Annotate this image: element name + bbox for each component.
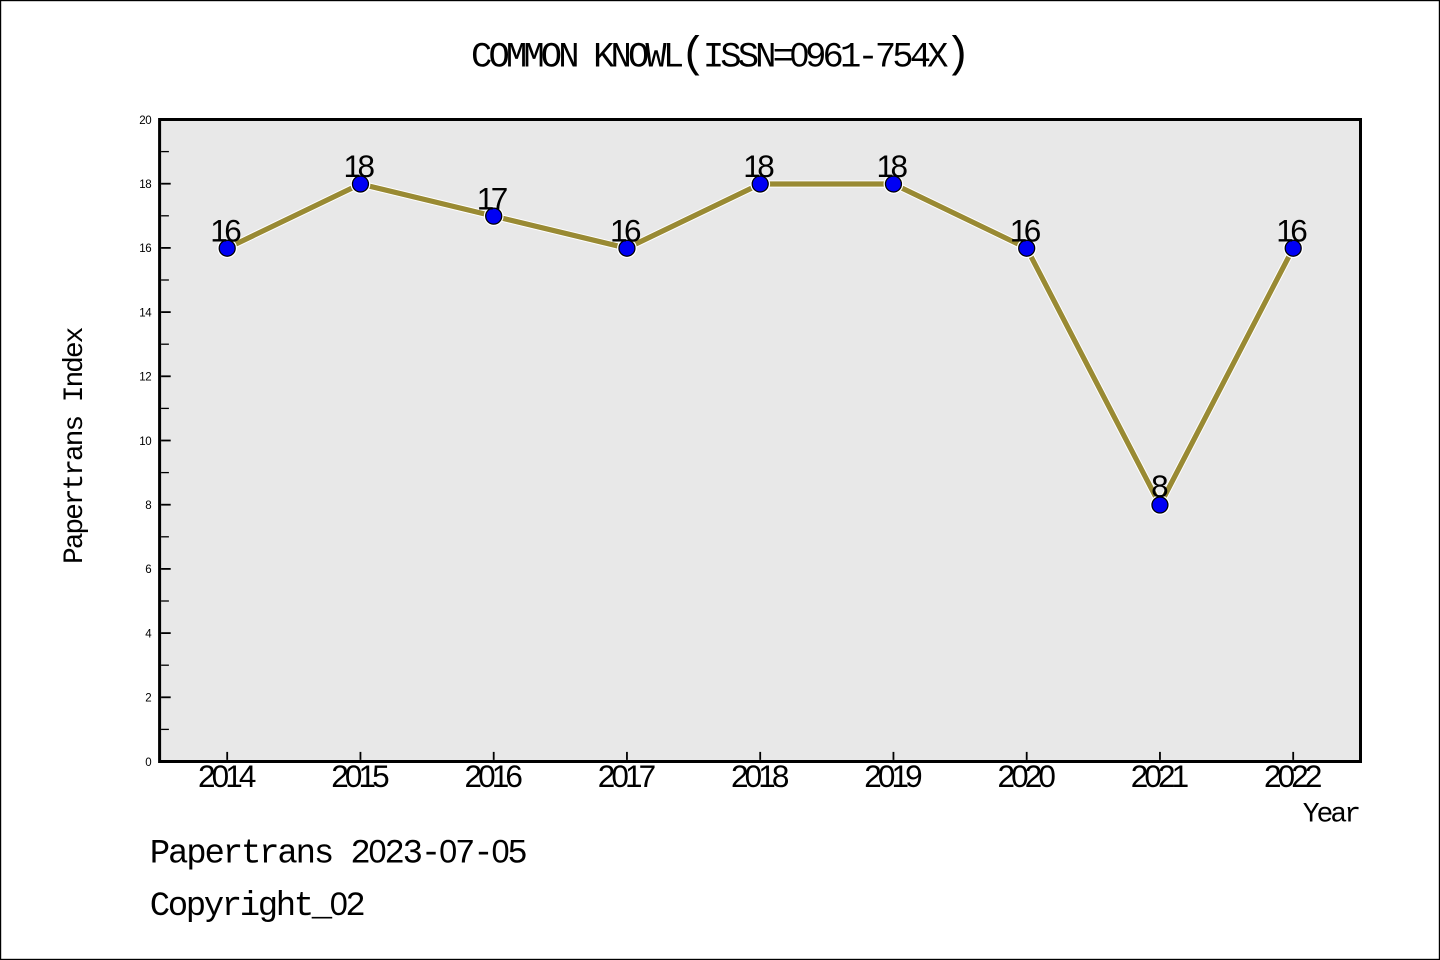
svg-text:20: 20: [139, 115, 151, 127]
svg-text:14: 14: [139, 307, 152, 319]
svg-text:Copyright_02: Copyright_02: [150, 886, 366, 926]
svg-text:8: 8: [1151, 468, 1169, 504]
svg-text:12: 12: [139, 372, 151, 384]
svg-text:COMMON KNOWL(ISSN=0961-754X): COMMON KNOWL(ISSN=0961-754X): [471, 30, 971, 80]
svg-text:10: 10: [139, 436, 151, 448]
svg-text:2017: 2017: [598, 758, 656, 794]
svg-text:2021: 2021: [1131, 758, 1189, 794]
svg-text:17: 17: [477, 180, 509, 216]
svg-text:16: 16: [610, 212, 642, 248]
svg-text:2019: 2019: [864, 758, 922, 794]
svg-text:4: 4: [145, 628, 152, 640]
svg-text:16: 16: [1276, 212, 1308, 248]
svg-text:2018: 2018: [731, 758, 789, 794]
svg-text:Papertrans 2023-07-05: Papertrans 2023-07-05: [150, 833, 528, 873]
svg-text:2020: 2020: [998, 758, 1056, 794]
svg-text:16: 16: [210, 212, 242, 248]
svg-text:Year: Year: [1303, 800, 1361, 831]
svg-text:Papertrans Index: Papertrans Index: [60, 327, 91, 564]
svg-text:2022: 2022: [1264, 758, 1322, 794]
svg-text:2014: 2014: [198, 758, 256, 794]
svg-text:18: 18: [139, 179, 151, 191]
svg-text:2: 2: [145, 693, 151, 705]
svg-text:0: 0: [145, 757, 151, 769]
svg-text:2015: 2015: [331, 758, 389, 794]
svg-text:18: 18: [743, 148, 775, 184]
svg-text:18: 18: [877, 148, 909, 184]
svg-text:18: 18: [344, 148, 376, 184]
svg-text:16: 16: [139, 243, 151, 255]
svg-text:6: 6: [145, 564, 151, 576]
svg-text:2016: 2016: [465, 758, 523, 794]
svg-text:8: 8: [145, 500, 151, 512]
svg-text:16: 16: [1010, 212, 1042, 248]
